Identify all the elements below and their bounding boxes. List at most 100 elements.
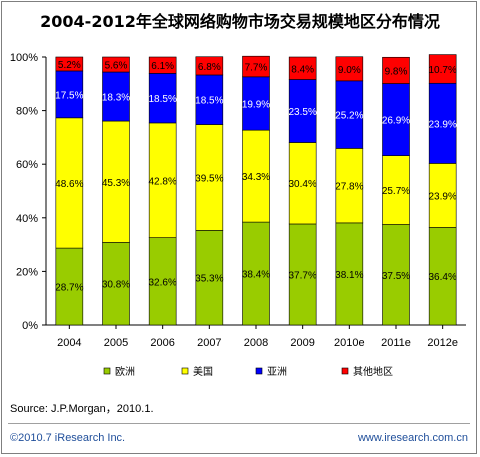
bar-segment (428, 163, 457, 228)
data-label: 37.5% (382, 271, 410, 282)
data-label: 45.3% (102, 178, 130, 189)
bar-segment (148, 56, 177, 74)
x-tick-label: 2007 (197, 337, 221, 349)
copyright: ©2010.7 iResearch Inc. (10, 432, 126, 444)
bar-segment (288, 79, 317, 143)
bar-segment (382, 155, 410, 225)
x-tick-label: 2012e (427, 337, 458, 349)
bar-segment (335, 56, 364, 82)
y-tick-label: 40% (16, 213, 38, 225)
data-label: 5.6% (105, 61, 128, 72)
y-tick-label: 20% (16, 266, 38, 278)
bar-segment (102, 71, 130, 122)
data-label: 34.3% (242, 172, 270, 183)
data-label: 38.1% (335, 270, 363, 281)
x-tick-label: 2004 (57, 337, 81, 349)
bar-segment (335, 222, 364, 326)
legend-label: 亚洲 (267, 366, 287, 378)
x-tick-label: 2008 (244, 337, 268, 349)
bar-segment (382, 56, 410, 84)
data-label: 36.4% (428, 272, 456, 283)
data-label: 8.4% (291, 64, 314, 75)
data-label: 38.4% (242, 270, 270, 281)
bar-segment (382, 224, 410, 326)
bar-segment (148, 73, 177, 124)
data-label: 7.7% (245, 63, 268, 74)
bar-segment (102, 120, 130, 243)
source-note: Source: J.P.Morgan，2010.1. (10, 403, 154, 415)
x-tick-label: 2010e (334, 337, 365, 349)
legend-label: 其他地区 (353, 365, 393, 378)
bar-segment (242, 55, 270, 78)
bar-segment (55, 117, 84, 249)
x-tick-label: 2006 (150, 337, 174, 349)
bar-segment (428, 54, 457, 84)
legend-swatch (255, 367, 263, 375)
bar-segment (335, 148, 364, 224)
legend-label: 美国 (193, 365, 213, 378)
data-label: 23.9% (428, 119, 456, 130)
data-label: 17.5% (55, 90, 83, 101)
x-tick-label: 2005 (104, 337, 128, 349)
data-label: 19.9% (242, 99, 270, 110)
y-tick-label: 0% (22, 320, 38, 332)
bar-segment (55, 247, 84, 326)
bar-segment (288, 56, 317, 80)
data-label: 39.5% (195, 173, 223, 184)
bar-segment (335, 80, 364, 149)
data-label: 23.9% (428, 191, 456, 202)
divider (8, 423, 470, 424)
data-label: 30.8% (102, 280, 130, 291)
bar-segment (242, 76, 270, 131)
y-tick-label: 60% (16, 159, 38, 171)
data-label: 25.7% (382, 186, 410, 197)
bar-segment (148, 237, 177, 326)
bar-segment (288, 142, 317, 225)
bar-segment (102, 242, 130, 326)
data-label: 10.7% (428, 65, 456, 76)
x-tick-label: 2009 (290, 337, 314, 349)
x-tick-label: 2011e (381, 337, 411, 349)
bar-segment (288, 223, 317, 326)
data-label: 23.5% (288, 107, 316, 118)
data-label: 27.8% (335, 182, 363, 193)
legend-swatch (103, 367, 111, 375)
bar-segment (55, 56, 84, 72)
data-label: 25.2% (335, 111, 363, 122)
bar-segment (195, 56, 224, 76)
y-tick-label: 80% (16, 106, 38, 118)
bar-segment (242, 221, 270, 326)
data-label: 37.7% (288, 270, 316, 281)
data-label: 42.8% (148, 176, 176, 187)
bar-segment (382, 83, 410, 156)
stacked-bar-chart: 0% 20% 40% 60% 80% 100% 28.7% 48.6% 17.5% 5.2% 200… (10, 52, 466, 378)
data-label: 6.8% (198, 62, 221, 73)
legend-swatch (181, 367, 189, 375)
data-label: 30.4% (288, 179, 316, 190)
chart-title: 2004-2012年全球网络购物市场交易规模地区分布情况 (40, 12, 440, 31)
data-label: 5.2% (58, 60, 81, 71)
bar-segment (55, 70, 84, 119)
bar-segment (102, 56, 130, 73)
legend-swatch (341, 367, 349, 375)
bar-segment (242, 129, 270, 223)
data-label: 32.6% (148, 277, 176, 288)
data-label: 18.5% (195, 96, 223, 107)
data-label: 18.5% (148, 94, 176, 105)
bar-segment (195, 230, 224, 326)
data-label: 28.7% (55, 283, 83, 294)
legend-label: 欧洲 (115, 366, 135, 378)
data-label: 26.9% (382, 116, 410, 127)
data-label: 18.3% (102, 93, 130, 104)
bar-segment (428, 82, 457, 164)
data-label: 9.8% (385, 66, 408, 77)
y-tick-label: 100% (10, 52, 38, 64)
website-link[interactable]: www.iresearch.com.cn (357, 432, 468, 444)
data-label: 35.3% (195, 274, 223, 285)
bar-segment (148, 122, 177, 238)
bar-segment (428, 227, 457, 326)
data-label: 9.0% (338, 65, 361, 76)
data-label: 48.6% (55, 179, 83, 190)
data-label: 6.1% (151, 61, 174, 72)
